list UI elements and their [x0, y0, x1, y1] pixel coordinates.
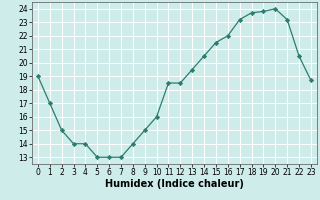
X-axis label: Humidex (Indice chaleur): Humidex (Indice chaleur) — [105, 179, 244, 189]
